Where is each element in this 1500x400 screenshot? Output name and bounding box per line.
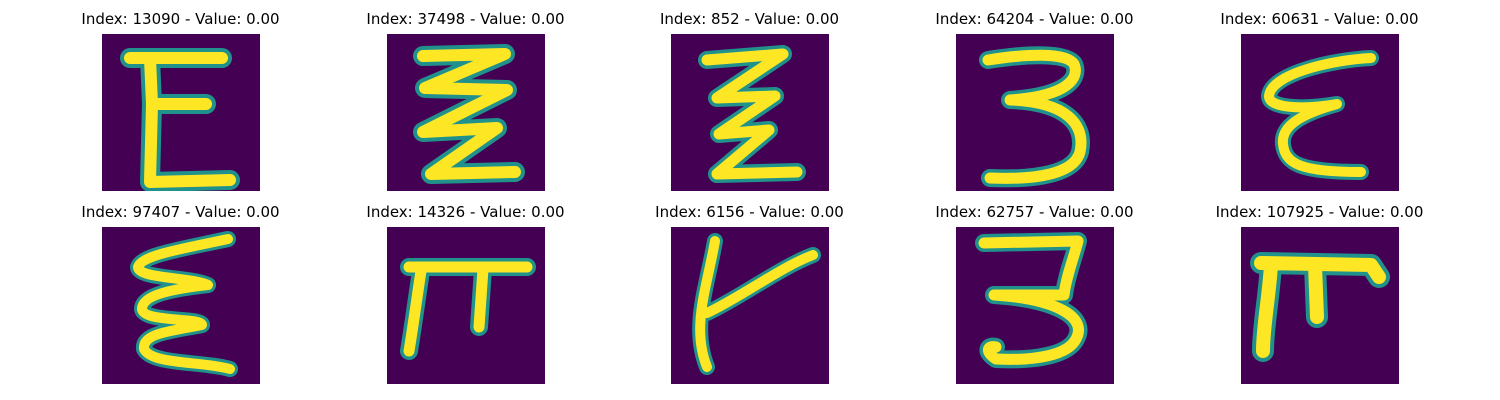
epsilon-shape-icon — [102, 227, 260, 384]
panel-title: Index: 6156 - Value: 0.00 — [655, 203, 844, 221]
panel-4: Index: 60631 - Value: 0.00 — [1177, 0, 1462, 191]
k-shape-icon — [671, 227, 829, 384]
zigzag-icon — [387, 34, 545, 191]
panel-title: Index: 13090 - Value: 0.00 — [81, 10, 280, 28]
panel-8: Index: 62757 - Value: 0.00 — [892, 193, 1177, 384]
pi-shape-icon — [387, 227, 545, 384]
E-shape-icon — [102, 34, 260, 191]
three-shape-icon — [956, 227, 1114, 384]
panel-title: Index: 14326 - Value: 0.00 — [366, 203, 565, 221]
panel-7: Index: 6156 - Value: 0.00 — [607, 193, 892, 384]
zigzag-icon — [671, 34, 829, 191]
panel-5: Index: 97407 - Value: 0.00 — [38, 193, 323, 384]
panel-1: Index: 37498 - Value: 0.00 — [323, 0, 608, 191]
panel-title: Index: 64204 - Value: 0.00 — [935, 10, 1134, 28]
panel-title: Index: 37498 - Value: 0.00 — [366, 10, 565, 28]
panel-title: Index: 107925 - Value: 0.00 — [1215, 203, 1424, 221]
panel-title: Index: 97407 - Value: 0.00 — [81, 203, 280, 221]
epsilon-shape-icon — [1241, 34, 1399, 191]
panel-title: Index: 60631 - Value: 0.00 — [1220, 10, 1419, 28]
panel-title: Index: 62757 - Value: 0.00 — [935, 203, 1134, 221]
three-shape-icon — [956, 34, 1114, 191]
panel-3: Index: 64204 - Value: 0.00 — [892, 0, 1177, 191]
panel-9: Index: 107925 - Value: 0.00 — [1177, 193, 1462, 384]
panel-2: Index: 852 - Value: 0.00 — [607, 0, 892, 191]
panel-0: Index: 13090 - Value: 0.00 — [38, 0, 323, 191]
pi-shape-icon — [1241, 227, 1399, 384]
panel-6: Index: 14326 - Value: 0.00 — [323, 193, 608, 384]
panel-title: Index: 852 - Value: 0.00 — [659, 10, 840, 28]
